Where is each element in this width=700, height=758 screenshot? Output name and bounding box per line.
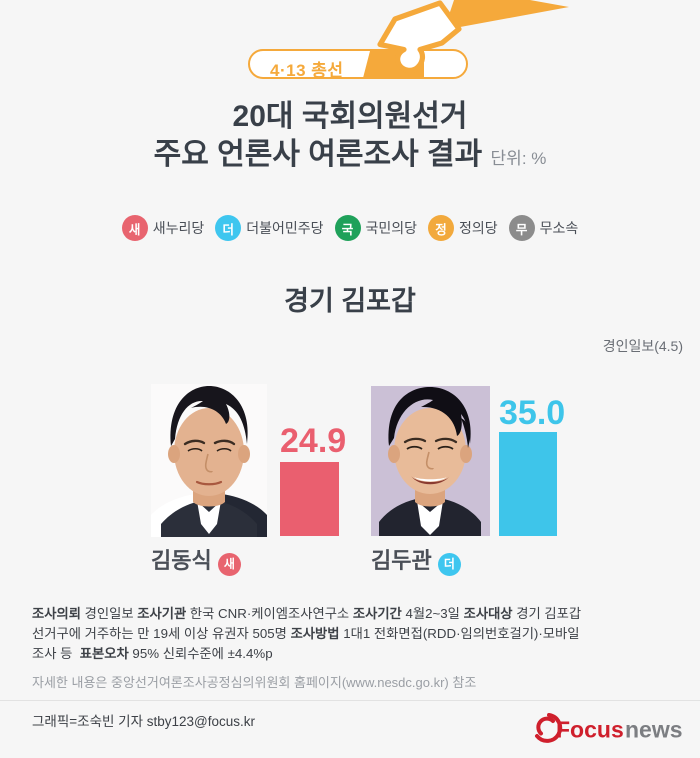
svg-text:Focus: Focus <box>556 717 624 743</box>
svg-text:news: news <box>625 717 683 743</box>
